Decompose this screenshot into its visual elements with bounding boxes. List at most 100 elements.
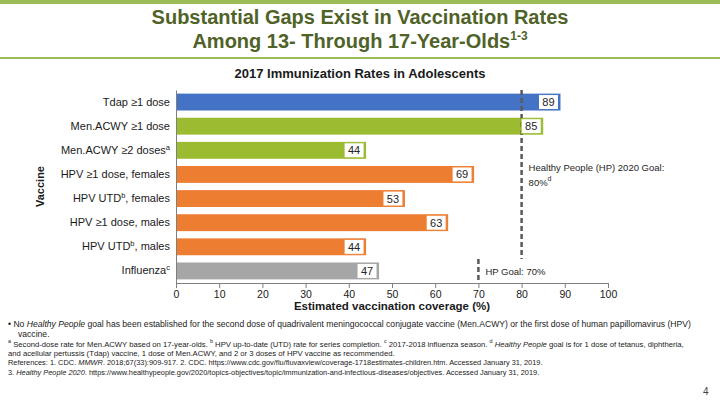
y-axis-title: Vaccine — [34, 166, 46, 207]
footnote-text: . https://www.healthypeople.gov/2020/top… — [85, 368, 539, 377]
bar — [176, 94, 560, 111]
y-tick: Influenzac — [122, 263, 171, 276]
x-tick: 50 — [387, 283, 399, 300]
y-tick: HPV ≥1 dose, females — [61, 168, 171, 180]
category-suffix: , males — [135, 240, 171, 252]
footnote-text: HPV up-to-date (UTD) rate for series com… — [213, 340, 384, 349]
x-tick-mark — [608, 283, 609, 288]
category-text: HPV UTD — [82, 240, 130, 252]
y-tick: HPV ≥1 dose, males — [70, 216, 171, 228]
x-tick-label: 100 — [600, 288, 618, 300]
footnote-italic: Healthy People — [27, 319, 85, 329]
x-axis-title: Estimated vaccination coverage (%) — [294, 300, 490, 312]
footnote-mark: d — [490, 339, 493, 345]
slide-title-text: Substantial Gaps Exist in Vaccination Ra… — [152, 6, 569, 28]
category-text: Men.ACWY ≥1 dose — [71, 120, 170, 132]
reference-label-text: 80% — [529, 176, 549, 187]
footnote-italic: MMWR — [78, 358, 103, 367]
category-text: HPV ≥1 dose, males — [70, 216, 171, 228]
x-tick-mark — [262, 283, 263, 288]
reference-labels: Healthy People (HP) 2020 Goal: 80%d HP Goa… — [485, 161, 664, 276]
y-tick: Men.ACWY ≥2 dosesa — [61, 143, 171, 156]
x-tick-label: 60 — [430, 288, 442, 300]
category-label: HPV UTDb, females — [73, 191, 171, 204]
category-label: Men.ACWY ≥1 dose — [71, 120, 170, 132]
data-label-box — [521, 119, 541, 134]
footnote: • No Healthy People goal has been establ… — [8, 319, 696, 339]
data-label: 89 — [542, 96, 554, 108]
data-label: 44 — [348, 241, 360, 253]
footnote-mark: c — [384, 339, 387, 345]
chart-title: 2017 Immunization Rates in Adolescents — [235, 66, 486, 81]
page-number: 4 — [703, 386, 709, 397]
category-text: Tdap ≥1 dose — [103, 96, 170, 108]
footnote-text: Second-dose rate for Men.ACWY based on 1… — [11, 340, 210, 349]
data-label-box — [383, 191, 403, 206]
category-label: HPV ≥1 dose, males — [70, 216, 171, 228]
bar — [176, 118, 543, 135]
data-label-box — [452, 167, 472, 182]
y-tick: Men.ACWY ≥1 dose — [71, 120, 170, 132]
category-text: HPV UTD — [73, 192, 121, 204]
footnote-text: • No — [8, 319, 27, 329]
category-label: Influenzac — [122, 263, 171, 276]
slide-title-text: Among 13- Through 17-Year-Olds — [192, 30, 510, 52]
footnote-italic: Healthy People — [493, 340, 547, 349]
chart-stage: Substantial Gaps Exist in Vaccination Ra… — [0, 0, 720, 320]
x-tick-mark — [392, 283, 393, 288]
reference-label: HP Goal: 70% — [485, 265, 546, 276]
data-label-box — [357, 263, 377, 278]
x-tick-label: 10 — [214, 288, 226, 300]
reference-label: Healthy People (HP) 2020 Goal: — [529, 161, 665, 172]
x-tick-label: 30 — [300, 288, 312, 300]
x-tick-label: 90 — [559, 288, 571, 300]
x-tick: 20 — [257, 283, 269, 300]
bars — [176, 94, 560, 280]
bar — [176, 214, 448, 231]
y-axis: Tdap ≥1 dose Men.ACWY ≥1 dose Men.ACWY ≥2 … — [61, 91, 177, 284]
category-label: HPV ≥1 dose, females — [61, 168, 171, 180]
header-strip — [0, 0, 720, 4]
x-tick-label: 50 — [387, 288, 399, 300]
x-tick: 60 — [430, 283, 442, 300]
x-tick-label: 0 — [174, 288, 180, 300]
y-tick: HPV UTDb, males — [82, 239, 170, 252]
data-label-box — [344, 239, 364, 254]
footnote-text: 3. — [8, 368, 16, 377]
x-tick-mark — [565, 283, 566, 288]
bar — [176, 166, 474, 183]
x-tick: 0 — [174, 283, 180, 300]
x-tick-mark — [306, 283, 307, 288]
data-label-box — [426, 215, 446, 230]
x-tick-label: 20 — [257, 288, 269, 300]
bar — [176, 238, 366, 255]
data-label: 69 — [456, 168, 468, 180]
data-label: 53 — [387, 193, 399, 205]
x-tick-label: 80 — [516, 288, 528, 300]
slide-svg: Substantial Gaps Exist in Vaccination Ra… — [0, 0, 720, 320]
x-tick: 80 — [516, 283, 528, 300]
data-label: 85 — [525, 120, 537, 132]
reference-line — [520, 90, 523, 259]
x-axis: 0102030405060708090100 — [174, 283, 618, 300]
slide-title-note: 1-3 — [510, 29, 528, 43]
footnote: 3. Healthy People 2020. https://www.heal… — [8, 369, 696, 378]
slide-title: Among 13- Through 17-Year-Olds1-3 — [192, 29, 527, 52]
data-label: 44 — [348, 144, 360, 156]
footnote-mark: a — [8, 339, 11, 345]
footnote: a Second-dose rate for Men.ACWY based on… — [8, 340, 696, 358]
reference-line — [477, 259, 480, 283]
x-tick: 10 — [214, 283, 226, 300]
footnote-text: 2017-2018 influenza season. — [387, 340, 490, 349]
footer: • No Healthy People goal has been establ… — [8, 319, 696, 379]
y-tick: HPV UTDb, females — [73, 191, 171, 204]
category-label: HPV UTDb, males — [82, 239, 170, 252]
y-axis-line — [176, 91, 177, 284]
x-tick-mark — [219, 283, 220, 288]
x-tick: 30 — [300, 283, 312, 300]
data-labels: 8985446953634447 — [344, 95, 558, 279]
footnote-italic: Healthy People 2020 — [16, 368, 85, 377]
category-label: Tdap ≥1 dose — [103, 96, 170, 108]
x-tick: 90 — [559, 283, 571, 300]
reference-label-note: d — [548, 174, 552, 181]
